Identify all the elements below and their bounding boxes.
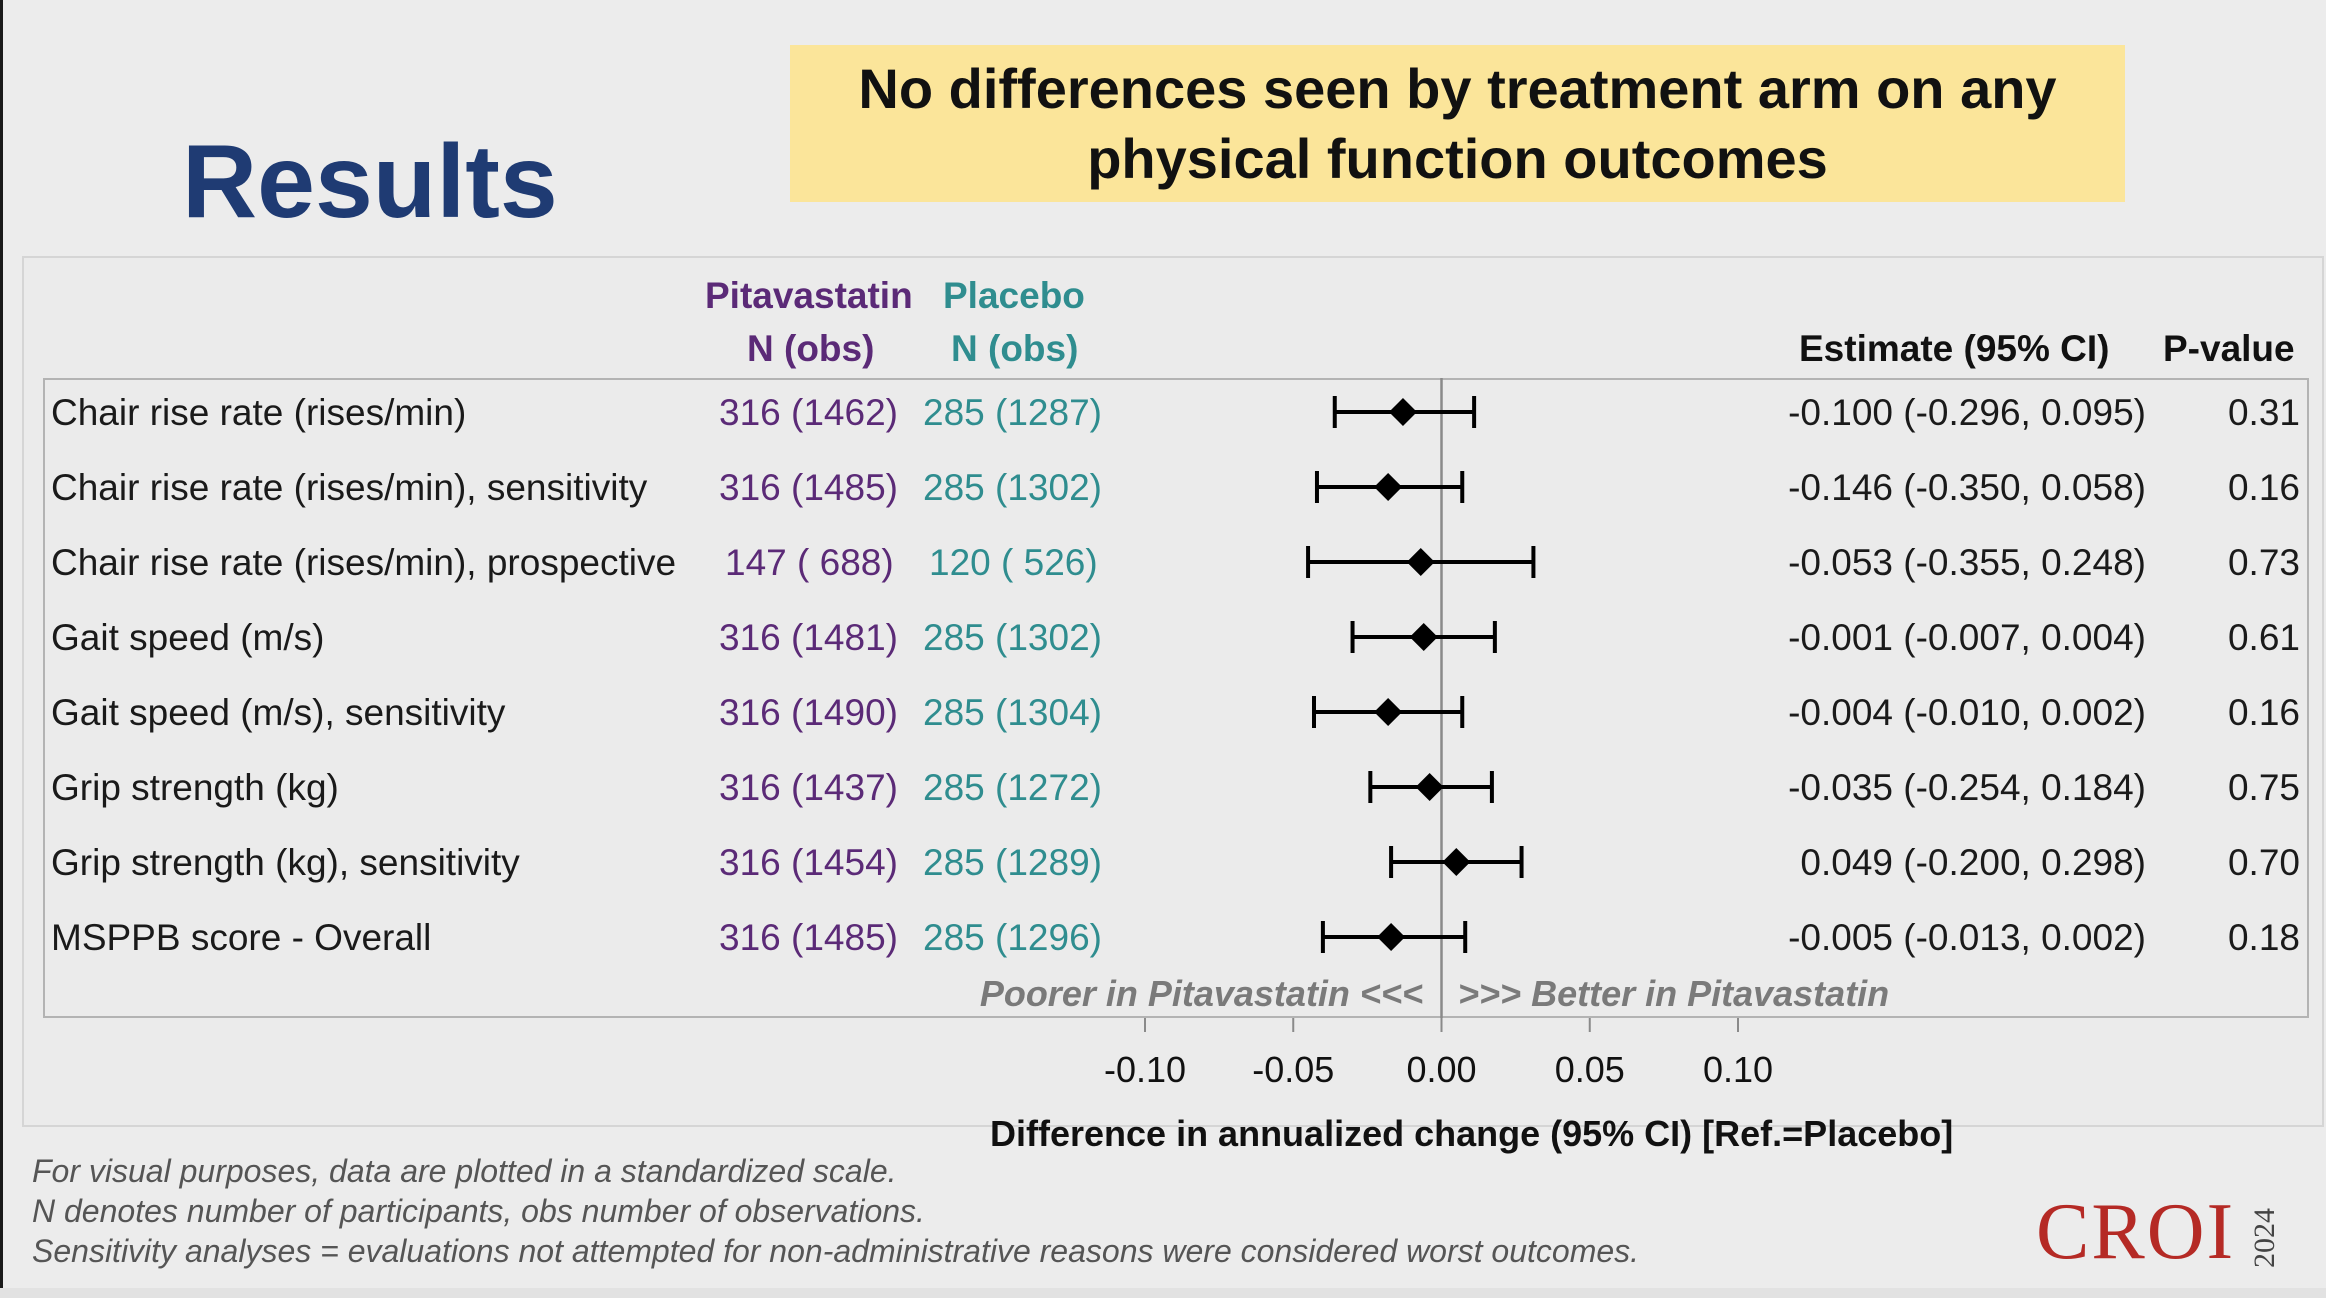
row-pitavastatin-n: 316 (1437) <box>719 767 898 808</box>
point-estimate-diamond <box>1409 623 1438 651</box>
row-estimate: 0.049 (-0.200, 0.298) <box>1800 842 2146 883</box>
row-pitavastatin-n: 316 (1490) <box>719 692 898 733</box>
row-pitavastatin-n: 316 (1485) <box>719 917 898 958</box>
row-pvalue: 0.31 <box>2227 392 2300 433</box>
row-outcome: Chair rise rate (rises/min) <box>51 392 467 433</box>
row-pitavastatin-n: 147 ( 688) <box>725 542 894 583</box>
row-outcome: Chair rise rate (rises/min), prospective <box>51 542 677 583</box>
row-placebo-n: 285 (1296) <box>923 917 1102 958</box>
row-pitavastatin-n: 316 (1462) <box>719 392 898 433</box>
results-panel <box>22 256 2324 1127</box>
row-estimate: -0.004 (-0.010, 0.002) <box>1788 692 2146 733</box>
direction-label-poorer: Poorer in Pitavastatin <<< <box>979 973 1423 1014</box>
slide-title: Results <box>182 124 558 240</box>
key-finding-callout: No differences seen by treatment arm on … <box>790 45 2125 202</box>
point-estimate-diamond <box>1374 473 1403 501</box>
row-placebo-n: 285 (1287) <box>923 392 1102 433</box>
row-estimate: -0.001 (-0.007, 0.004) <box>1788 617 2146 658</box>
row-pvalue: 0.16 <box>2227 692 2300 733</box>
x-tick-label: -0.10 <box>1104 1049 1186 1090</box>
x-tick-label: 0.00 <box>1406 1049 1476 1090</box>
header-estimate: Estimate (95% CI) <box>1799 328 2110 369</box>
callout-text: No differences seen by treatment arm on … <box>858 54 2056 194</box>
row-outcome: Gait speed (m/s) <box>51 617 325 658</box>
header-pitavastatin: Pitavastatin <box>705 275 913 316</box>
row-placebo-n: 285 (1302) <box>923 617 1102 658</box>
row-placebo-n: 120 ( 526) <box>929 542 1098 583</box>
row-estimate: -0.035 (-0.254, 0.184) <box>1788 767 2146 808</box>
row-placebo-n: 285 (1302) <box>923 467 1102 508</box>
footnote-scale: For visual purposes, data are plotted in… <box>32 1153 897 1189</box>
row-placebo-n: 285 (1304) <box>923 692 1102 733</box>
x-tick-label: 0.05 <box>1555 1049 1625 1090</box>
row-pvalue: 0.70 <box>2227 842 2300 883</box>
x-tick-label: 0.10 <box>1703 1049 1773 1090</box>
croi-logo-year: 2024 <box>2248 1208 2281 1268</box>
point-estimate-diamond <box>1374 698 1403 726</box>
footnote-n-definition: N denotes number of participants, obs nu… <box>32 1193 925 1229</box>
row-pvalue: 0.61 <box>2227 617 2300 658</box>
point-estimate-diamond <box>1442 848 1471 876</box>
row-outcome: Grip strength (kg), sensitivity <box>51 842 520 883</box>
direction-label-better: >>> Better in Pitavastatin <box>1458 973 1890 1014</box>
callout-line-2: physical function outcomes <box>1087 126 1828 190</box>
screen-left-edge <box>0 0 3 1298</box>
row-estimate: -0.053 (-0.355, 0.248) <box>1788 542 2146 583</box>
row-pitavastatin-n: 316 (1485) <box>719 467 898 508</box>
header-pvalue: P-value <box>2163 328 2295 369</box>
point-estimate-diamond <box>1406 548 1435 576</box>
croi-logo: CROI <box>2036 1188 2236 1276</box>
row-outcome: Gait speed (m/s), sensitivity <box>51 692 506 733</box>
row-pvalue: 0.16 <box>2227 467 2300 508</box>
row-pvalue: 0.75 <box>2227 767 2300 808</box>
point-estimate-diamond <box>1388 398 1417 426</box>
header-placebo-n: N (obs) <box>951 328 1079 369</box>
callout-line-1: No differences seen by treatment arm on … <box>858 56 2057 120</box>
header-pitavastatin-n: N (obs) <box>747 328 875 369</box>
row-outcome: Chair rise rate (rises/min), sensitivity <box>51 467 648 508</box>
row-estimate: -0.100 (-0.296, 0.095) <box>1788 392 2146 433</box>
header-placebo: Placebo <box>943 275 1085 316</box>
row-estimate: -0.005 (-0.013, 0.002) <box>1788 917 2146 958</box>
point-estimate-diamond <box>1415 773 1444 801</box>
row-pitavastatin-n: 316 (1481) <box>719 617 898 658</box>
screen-bottom-band <box>0 1288 2326 1298</box>
footnote-sensitivity: Sensitivity analyses = evaluations not a… <box>32 1233 1640 1269</box>
forest-table-frame <box>43 378 2309 1018</box>
row-outcome: MSPPB score - Overall <box>51 917 432 958</box>
row-pvalue: 0.73 <box>2227 542 2300 583</box>
x-axis-label: Difference in annualized change (95% CI)… <box>990 1113 1954 1154</box>
point-estimate-diamond <box>1377 923 1406 951</box>
row-placebo-n: 285 (1289) <box>923 842 1102 883</box>
row-outcome: Grip strength (kg) <box>51 767 339 808</box>
x-tick-label: -0.05 <box>1252 1049 1334 1090</box>
row-placebo-n: 285 (1272) <box>923 767 1102 808</box>
row-estimate: -0.146 (-0.350, 0.058) <box>1788 467 2146 508</box>
row-pitavastatin-n: 316 (1454) <box>719 842 898 883</box>
row-pvalue: 0.18 <box>2227 917 2300 958</box>
